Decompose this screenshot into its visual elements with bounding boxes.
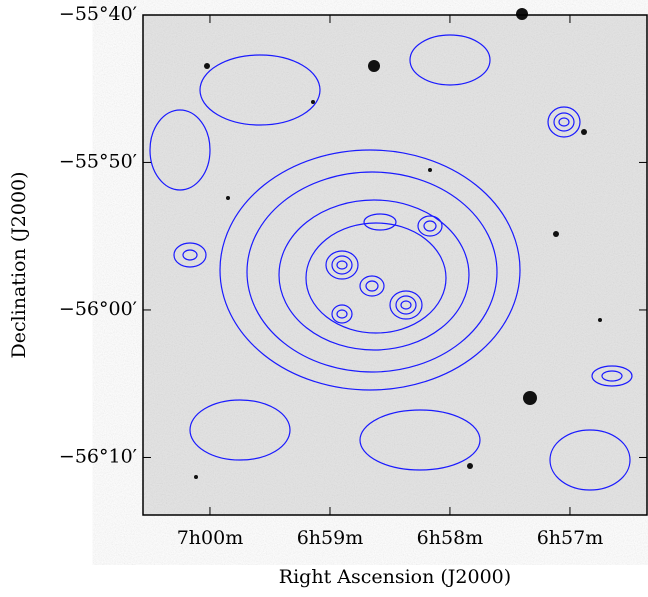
x-tick-label: 6h59m bbox=[297, 527, 364, 549]
y-tick-label: −55°50′ bbox=[59, 150, 137, 172]
x-tick-label: 6h57m bbox=[537, 527, 604, 549]
x-tick-label: 7h00m bbox=[177, 527, 244, 549]
y-tick-label: −56°00′ bbox=[59, 298, 137, 320]
contours bbox=[149, 34, 633, 491]
y-tick-label: −56°10′ bbox=[59, 445, 137, 467]
plot-frame bbox=[142, 14, 648, 516]
y-axis-label: Declination (J2000) bbox=[8, 171, 30, 358]
y-tick-label: −55°40′ bbox=[59, 3, 137, 25]
x-axis-label: Right Ascension (J2000) bbox=[279, 566, 511, 588]
sky-texture bbox=[143, 15, 647, 515]
x-tick-label: 6h58m bbox=[417, 527, 484, 549]
stars bbox=[194, 8, 602, 479]
